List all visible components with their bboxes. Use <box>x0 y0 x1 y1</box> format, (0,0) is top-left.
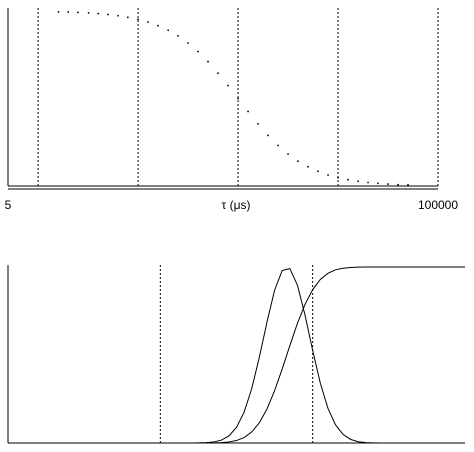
data-point <box>67 11 70 13</box>
line-series <box>7 267 465 444</box>
data-point <box>87 12 90 14</box>
data-point <box>317 170 319 173</box>
x-axis-label: τ (μs) <box>222 198 251 212</box>
data-point <box>327 174 329 176</box>
data-point <box>217 72 219 75</box>
data-point <box>147 21 150 23</box>
data-point <box>347 178 349 181</box>
data-point <box>57 10 60 13</box>
data-point <box>157 24 159 27</box>
data-point <box>197 50 199 53</box>
data-point <box>367 181 369 184</box>
data-point <box>287 153 289 155</box>
data-point <box>407 184 409 186</box>
data-point <box>267 134 269 137</box>
data-point <box>387 183 389 185</box>
data-point <box>237 97 239 100</box>
data-point <box>137 18 139 21</box>
data-point <box>227 84 229 87</box>
data-point <box>337 176 339 179</box>
data-point <box>277 144 279 147</box>
data-point <box>207 60 209 63</box>
data-point <box>247 110 249 113</box>
data-point <box>177 34 179 37</box>
data-point <box>297 160 299 163</box>
data-point <box>397 183 399 186</box>
data-point <box>357 180 359 183</box>
data-point <box>307 165 309 168</box>
line-series <box>8 266 465 444</box>
data-point <box>257 122 259 125</box>
data-point <box>97 12 100 15</box>
data-point <box>377 182 379 185</box>
data-point <box>76 11 79 14</box>
data-point <box>117 14 119 17</box>
x-tick-label: 100000 <box>418 198 458 212</box>
data-point <box>126 16 129 19</box>
data-point <box>107 13 109 16</box>
data-point <box>187 42 189 44</box>
data-point <box>167 29 170 32</box>
x-tick-label: 5 <box>5 198 12 212</box>
